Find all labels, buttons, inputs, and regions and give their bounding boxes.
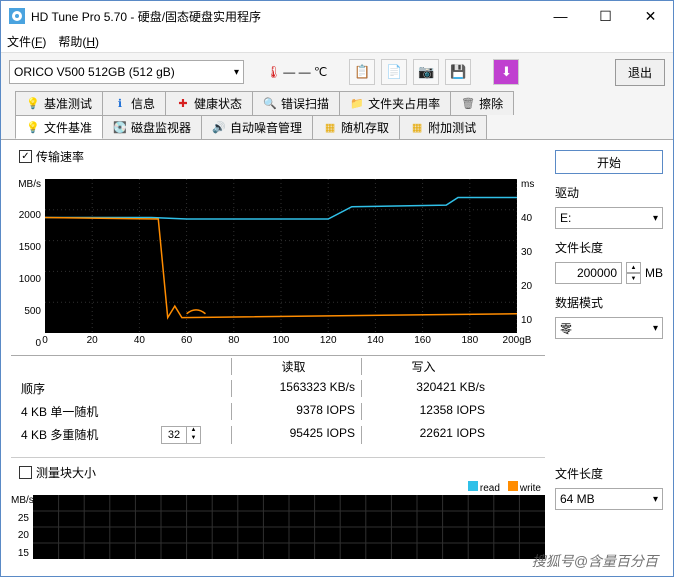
app-window: HD Tune Pro 5.70 - 硬盘/固态硬盘实用程序 — ☐ ✕ 文件(… <box>0 0 674 577</box>
menu-file[interactable]: 文件(F) <box>7 33 46 50</box>
tab-icon: 📁 <box>350 97 364 111</box>
tab-icon: ▦ <box>323 121 337 135</box>
titlebar: HD Tune Pro 5.70 - 硬盘/固态硬盘实用程序 — ☐ ✕ <box>1 1 673 31</box>
copy-button[interactable]: 📋 <box>349 59 375 85</box>
chevron-down-icon: ▾ <box>234 67 239 78</box>
data-mode-label: 数据模式 <box>555 294 663 311</box>
transfer-rate-label: 传输速率 <box>36 148 84 165</box>
file-length2-label: 文件长度 <box>555 465 663 482</box>
tab-文件夹占用率[interactable]: 📁文件夹占用率 <box>339 91 451 115</box>
tab-icon: ✚ <box>176 97 190 111</box>
start-button[interactable]: 开始 <box>555 150 663 174</box>
close-button[interactable]: ✕ <box>628 1 673 31</box>
results-table: 读取 写入 顺序1563323 KB/s320421 KB/s4 KB 单一随机… <box>11 355 545 447</box>
mini-chart: MB/s252015 read write <box>11 485 545 559</box>
action-button[interactable]: ⬇ <box>493 59 519 85</box>
side-panel: 开始 驱动 E: ▾ 文件长度 200000 ▲▼ MB 数据模式 零 ▾ 文件… <box>555 146 663 570</box>
screenshot-button[interactable]: 📷 <box>413 59 439 85</box>
tab-信息[interactable]: ℹ信息 <box>102 91 166 115</box>
drive-letter-select[interactable]: E: ▾ <box>555 207 663 229</box>
block-size-section: 测量块大小 MB/s252015 read write <box>11 457 545 559</box>
drive-select[interactable]: ORICO V500 512GB (512 gB) ▾ <box>9 60 244 84</box>
temperature-display: 🌡 — — ℃ <box>266 65 327 79</box>
chart: MB/s2000150010005000 0204060801001201401… <box>11 169 545 349</box>
chevron-down-icon: ▾ <box>653 213 658 224</box>
content-area: ✓ 传输速率 MB/s2000150010005000 020406080100… <box>1 139 673 576</box>
file-length-input[interactable]: 200000 <box>555 262 622 284</box>
thermometer-icon: 🌡 <box>266 65 281 79</box>
tab-icon: ▦ <box>410 121 424 135</box>
tab-健康状态[interactable]: ✚健康状态 <box>165 91 253 115</box>
exit-button[interactable]: 退出 <box>615 59 665 86</box>
app-icon <box>9 8 25 24</box>
tab-随机存取[interactable]: ▦随机存取 <box>312 115 400 139</box>
tab-错误扫描[interactable]: 🔍错误扫描 <box>252 91 340 115</box>
tab-擦除[interactable]: 🗑擦除 <box>450 91 514 115</box>
file-length-label: 文件长度 <box>555 239 663 256</box>
tab-icon: 🔍 <box>263 97 277 111</box>
tab-基准测试[interactable]: 💡基准测试 <box>15 91 103 115</box>
save-button[interactable]: 💾 <box>445 59 471 85</box>
maximize-button[interactable]: ☐ <box>583 1 628 31</box>
thread-count-spinner[interactable]: 32▲▼ <box>161 426 201 444</box>
menubar: 文件(F) 帮助(H) <box>1 31 673 53</box>
block-size-checkbox[interactable] <box>19 466 32 479</box>
legend: read write <box>468 481 541 494</box>
tab-row-bottom: 💡文件基准💽磁盘监视器🔊自动噪音管理▦随机存取▦附加测试 <box>1 115 673 139</box>
tab-磁盘监视器[interactable]: 💽磁盘监视器 <box>102 115 202 139</box>
data-mode-select[interactable]: 零 ▾ <box>555 317 663 339</box>
drive-select-value: ORICO V500 512GB (512 gB) <box>14 65 175 79</box>
watermark: 搜狐号@含量百分百 <box>532 551 658 571</box>
read-header: 读取 <box>231 358 361 375</box>
chevron-down-icon: ▾ <box>653 323 658 334</box>
block-size-label: 测量块大小 <box>36 464 96 481</box>
tab-icon: ℹ <box>113 97 127 111</box>
tab-icon: 💡 <box>26 120 40 134</box>
tab-自动噪音管理[interactable]: 🔊自动噪音管理 <box>201 115 313 139</box>
y-axis-right: ms40302010 <box>517 169 545 349</box>
transfer-rate-checkbox-row: ✓ 传输速率 <box>19 148 545 165</box>
file-length-spinner[interactable]: ▲▼ <box>626 262 641 284</box>
menu-help[interactable]: 帮助(H) <box>58 33 99 50</box>
y-axis-left: MB/s2000150010005000 <box>11 169 45 349</box>
result-row: 顺序1563323 KB/s320421 KB/s <box>11 377 545 400</box>
tab-附加测试[interactable]: ▦附加测试 <box>399 115 487 139</box>
result-row: 4 KB 多重随机32▲▼95425 IOPS22621 IOPS <box>11 423 545 447</box>
window-title: HD Tune Pro 5.70 - 硬盘/固态硬盘实用程序 <box>31 8 538 25</box>
info-button[interactable]: 📄 <box>381 59 407 85</box>
tab-icon: 💡 <box>26 97 40 111</box>
chart-area: 020406080100120140160180200gB <box>45 169 517 349</box>
result-row: 4 KB 单一随机9378 IOPS12358 IOPS <box>11 400 545 423</box>
window-buttons: — ☐ ✕ <box>538 1 673 31</box>
tab-row-top: 💡基准测试ℹ信息✚健康状态🔍错误扫描📁文件夹占用率🗑擦除 <box>1 91 673 115</box>
drive-label: 驱动 <box>555 184 663 201</box>
toolbar: ORICO V500 512GB (512 gB) ▾ 🌡 — — ℃ 📋 📄 … <box>1 53 673 91</box>
chevron-down-icon: ▾ <box>653 494 658 505</box>
write-header: 写入 <box>361 358 491 375</box>
file-length2-select[interactable]: 64 MB ▾ <box>555 488 663 510</box>
tab-文件基准[interactable]: 💡文件基准 <box>15 115 103 139</box>
x-axis: 020406080100120140160180200gB <box>45 335 517 349</box>
main-panel: ✓ 传输速率 MB/s2000150010005000 020406080100… <box>11 146 545 570</box>
tab-icon: 🗑 <box>461 97 475 111</box>
tab-icon: 💽 <box>113 121 127 135</box>
tab-icon: 🔊 <box>212 121 226 135</box>
minimize-button[interactable]: — <box>538 1 583 31</box>
transfer-rate-checkbox[interactable]: ✓ <box>19 150 32 163</box>
